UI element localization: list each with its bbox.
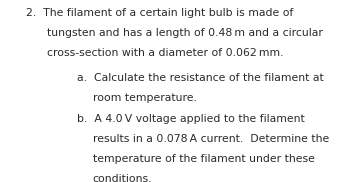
Text: a.  Calculate the resistance of the filament at: a. Calculate the resistance of the filam… (77, 73, 324, 83)
Text: 2.  The filament of a certain light bulb is made of: 2. The filament of a certain light bulb … (26, 8, 294, 18)
Text: room temperature.: room temperature. (93, 93, 197, 103)
Text: tungsten and has a length of 0.48 m and a circular: tungsten and has a length of 0.48 m and … (47, 28, 323, 38)
Text: b.  A 4.0 V voltage applied to the filament: b. A 4.0 V voltage applied to the filame… (77, 114, 305, 124)
Text: temperature of the filament under these: temperature of the filament under these (93, 154, 315, 164)
Text: results in a 0.078 A current.  Determine the: results in a 0.078 A current. Determine … (93, 134, 329, 144)
Text: conditions.: conditions. (93, 174, 152, 182)
Text: cross-section with a diameter of 0.062 mm.: cross-section with a diameter of 0.062 m… (47, 48, 284, 58)
